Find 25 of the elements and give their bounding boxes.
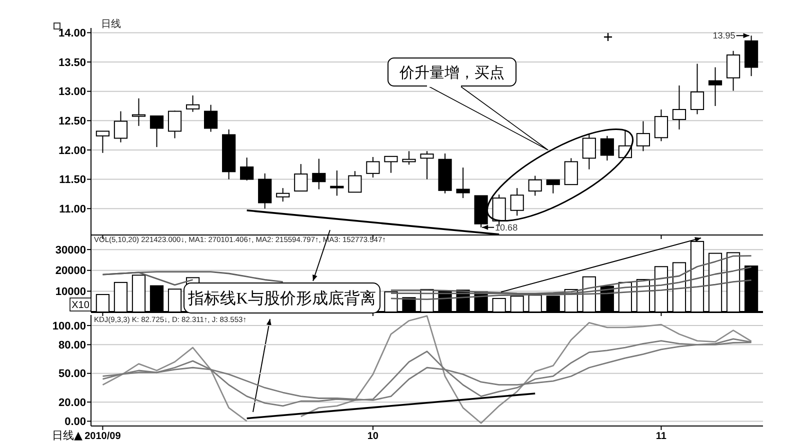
text: X10 <box>72 300 90 311</box>
annotation: 13.95 <box>712 30 736 41</box>
y-tick-label: 13.50 <box>58 56 86 69</box>
y-tick-label: 12.00 <box>58 144 86 157</box>
y-tick-label: 20000 <box>55 265 86 278</box>
y-tick-label: 13.00 <box>58 86 86 98</box>
y-tick-label: 20.00 <box>58 396 86 409</box>
y-tick-label: 10000 <box>55 286 86 298</box>
annotation: 10.68 <box>495 222 518 232</box>
annotation: 指标线K与股价形成底背离 <box>187 290 376 308</box>
y-tick-label: 80.00 <box>58 340 86 352</box>
y-tick-label: 30000 <box>55 244 86 256</box>
y-tick-label: 11.50 <box>59 174 86 186</box>
y-tick-label: 11.00 <box>59 203 86 216</box>
text: 日线▲ <box>52 429 83 442</box>
chart-title: 日线 <box>101 18 121 30</box>
y-tick-label: 14.00 <box>58 28 86 40</box>
y-tick-label: 100.00 <box>52 320 86 332</box>
y-tick-label: 50.00 <box>58 368 86 380</box>
x-tick-label: 10 <box>367 431 379 442</box>
x-tick-label: 2010/09 <box>84 431 122 442</box>
x-tick-label: 11 <box>656 431 667 442</box>
y-tick-label: 0.00 <box>64 416 86 428</box>
y-tick-label: 12.50 <box>58 116 86 128</box>
annotation: 价升量增，买点 <box>398 63 504 82</box>
